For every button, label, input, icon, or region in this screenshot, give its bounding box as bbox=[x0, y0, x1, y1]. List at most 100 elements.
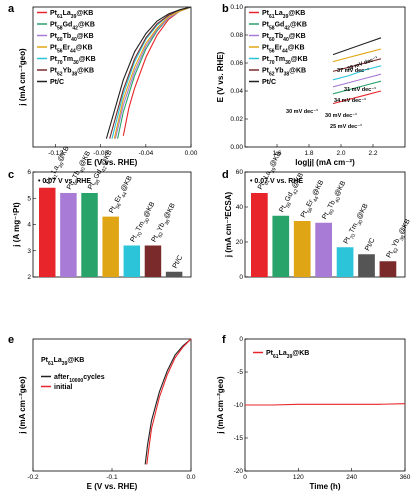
series-line bbox=[332, 65, 382, 81]
y-axis-label: j (mA cm⁻²ECSA) bbox=[224, 192, 233, 259]
y-tick-label: 20 bbox=[236, 239, 244, 246]
series-line bbox=[144, 338, 192, 465]
x-axis-label: E (V vs. RHE) bbox=[87, 482, 138, 491]
legend-label: Pt70Tm30@KB bbox=[50, 56, 96, 66]
plot-title: Pt61La39@KB bbox=[41, 357, 84, 367]
y-tick-label: 0.00 bbox=[230, 144, 243, 151]
legend-label: Pt58Gd42@KB bbox=[50, 22, 95, 32]
series-line bbox=[245, 403, 406, 406]
x-tick-label: 360 bbox=[400, 474, 411, 481]
x-tick-label: 240 bbox=[346, 474, 357, 481]
panel-a: a -0.12 -0.08 -0.04 0.00 E (V vs. RHE) j (mA c… bbox=[8, 3, 198, 167]
bar bbox=[272, 215, 290, 277]
panel-letter-c: c bbox=[8, 169, 14, 181]
series-line bbox=[332, 73, 382, 88]
bar bbox=[144, 245, 162, 277]
bar bbox=[123, 245, 141, 277]
y-axis-label: j (mA cm⁻²geo) bbox=[18, 376, 27, 435]
bar bbox=[336, 247, 354, 277]
slope-annotation: 37 mV dec⁻¹ bbox=[337, 67, 369, 74]
panel-c: c23456Pt61La39@KBPt60Tb40@KBPt58Gd42@KBP… bbox=[8, 145, 192, 281]
legend-label: Pt60Tb40@KB bbox=[50, 33, 94, 43]
bar bbox=[81, 193, 98, 277]
bar bbox=[60, 193, 77, 277]
legend-label: Pt56Er44@KB bbox=[50, 45, 93, 55]
y-tick-label: 0.06 bbox=[230, 60, 243, 67]
series-line bbox=[332, 37, 382, 56]
series-line bbox=[332, 58, 382, 72]
bar-label: Pt/C bbox=[364, 237, 377, 252]
x-tick-label: 120 bbox=[293, 474, 304, 481]
legend-label: Pt61La39@KB bbox=[50, 10, 93, 20]
series-line bbox=[332, 80, 382, 95]
legend-label: after10000cycles bbox=[54, 374, 105, 384]
panel-f: f 0 120 240 360 -20 -15 -10 -5 0 Time (h) j (mA cm⁻… bbox=[216, 334, 411, 491]
series-line bbox=[332, 90, 382, 105]
y-tick-label: 40 bbox=[236, 204, 244, 211]
panel-e: e -0.2 -0.1 0.0 E (V vs. RHE) j (mA cm⁻²geo) a… bbox=[8, 334, 196, 491]
y-tick-label: 0.02 bbox=[230, 116, 243, 123]
y-tick-label: -10 bbox=[234, 402, 244, 409]
slope-annotation: 30 mV dec⁻¹ bbox=[286, 108, 318, 115]
bar-label: Pt62Yb38@KB bbox=[386, 218, 414, 261]
slope-annotation: 30 mV dec⁻¹ bbox=[325, 112, 357, 119]
bar bbox=[293, 221, 311, 277]
legend-label: Pt61La39@KB bbox=[262, 10, 305, 20]
bar bbox=[165, 271, 183, 277]
y-tick-label: 0 bbox=[239, 274, 243, 281]
y-tick-label: 2 bbox=[27, 274, 31, 281]
slope-annotation: 31 mV dec⁻¹ bbox=[344, 86, 376, 93]
legend-label: Pt62Yb38@KB bbox=[262, 68, 306, 78]
y-axis-label: j (mA cm⁻²geo) bbox=[216, 376, 225, 435]
bar bbox=[358, 254, 375, 277]
y-tick-label: 5 bbox=[27, 195, 31, 202]
panel-letter-f: f bbox=[222, 334, 226, 346]
bar-label: Pt/C bbox=[172, 254, 185, 269]
y-axis-label: j (mA cm⁻²geo) bbox=[18, 48, 27, 107]
bar bbox=[39, 187, 56, 277]
y-tick-label: 4 bbox=[27, 222, 31, 229]
y-tick-label: -20 bbox=[234, 468, 244, 475]
bar-label: Pt62Yb38@KB bbox=[151, 202, 180, 245]
bar bbox=[379, 261, 397, 277]
legend-label: initial bbox=[54, 384, 72, 391]
y-tick-label: 0.08 bbox=[230, 32, 243, 39]
y-tick-label: -5 bbox=[237, 369, 243, 376]
series-line bbox=[332, 48, 382, 63]
x-tick-label: -0.12 bbox=[48, 150, 63, 157]
slope-annotation: 25 mV dec⁻¹ bbox=[330, 123, 362, 130]
legend-label: Pt62Yb38@KB bbox=[50, 68, 94, 78]
y-axis-label: E (V vs. RHE) bbox=[216, 51, 225, 102]
legend-label: Pt70Tm30@KB bbox=[262, 56, 308, 66]
bar bbox=[102, 216, 119, 277]
legend-label: Pt58Gd42@KB bbox=[262, 22, 307, 32]
x-axis-label: Time (h) bbox=[310, 482, 341, 491]
x-tick-label: 2.0 bbox=[336, 150, 345, 157]
bar bbox=[251, 193, 268, 277]
y-tick-label: -15 bbox=[234, 435, 244, 442]
condition-annotation: • 0.07 V vs. RHE bbox=[38, 178, 91, 185]
slope-annotation: 34 mV dec⁻¹ bbox=[334, 97, 366, 104]
plot-frame-b bbox=[244, 6, 406, 148]
series-line bbox=[105, 6, 192, 139]
panel-letter-a: a bbox=[8, 3, 15, 15]
y-tick-label: 0 bbox=[239, 336, 243, 343]
y-tick-label: 3 bbox=[27, 248, 31, 255]
series-line bbox=[113, 6, 192, 139]
plot-frame-a bbox=[32, 6, 192, 148]
x-tick-label: -0.04 bbox=[138, 150, 153, 157]
x-axis-label: E (V vs. RHE) bbox=[87, 158, 138, 167]
legend-label: Pt56Er44@KB bbox=[262, 45, 305, 55]
x-tick-label: 0.00 bbox=[185, 150, 198, 157]
panel-letter-e: e bbox=[8, 334, 14, 346]
x-axis-label: log|j| (mA cm⁻²) bbox=[295, 158, 355, 167]
legend-label: Pt60Tb40@KB bbox=[262, 33, 306, 43]
bar-label: Pt60Tb40@KB bbox=[321, 180, 350, 222]
x-tick-label: -0.1 bbox=[106, 474, 118, 481]
bar-label: Pt56Er44@KB bbox=[108, 175, 136, 216]
x-tick-label: 0.0 bbox=[186, 474, 195, 481]
legend-label: Pt/C bbox=[262, 79, 276, 86]
y-tick-label: 0.04 bbox=[230, 88, 243, 95]
legend-label: Pt61La39@KB bbox=[266, 350, 309, 360]
